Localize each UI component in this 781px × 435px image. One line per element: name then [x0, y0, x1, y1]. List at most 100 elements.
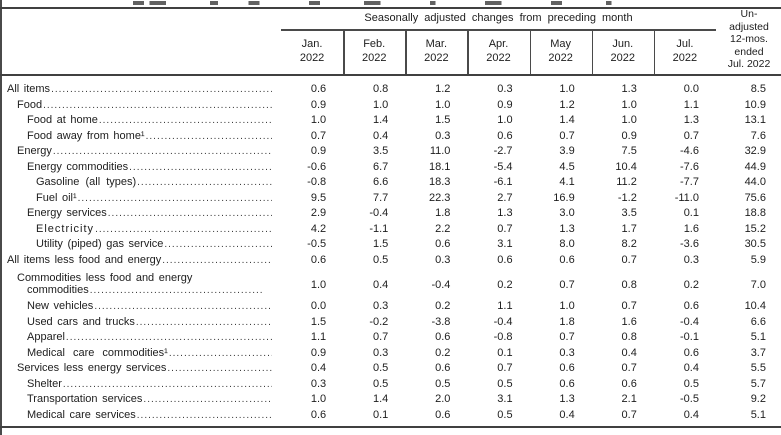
cell-month-value: 1.4 — [559, 114, 575, 126]
row-label: Apparel — [0, 330, 281, 346]
cell-month-value: 0.7 — [372, 331, 389, 343]
table-row: Energy commodities -0.6 6.7 18.1 -5.4 4.5 10.4… — [0, 160, 781, 176]
cell-month-value: 11.0 — [429, 145, 451, 157]
table-row: All items 0.6 0.8 1.2 0.3 1.0 1.3 0.0 8.5 — [0, 82, 781, 98]
cell-month-value: 0.5 — [372, 377, 389, 390]
table-row: Electricity 4.2 -1.1 2.2 0.7 1.3 1.7 1.6 15.2 — [0, 222, 781, 238]
cell-month-value: 2.9 — [310, 207, 327, 219]
row-label: Food away from home¹ — [0, 129, 281, 145]
cell-month-value: 6.7 — [372, 160, 389, 173]
row-label: All items — [0, 82, 281, 98]
table-row: Energy services 2.9 -0.4 1.8 1.3 3.0 3.5 0.1 18.… — [0, 206, 781, 222]
cell-month-value: 3.1 — [497, 238, 513, 250]
row-label-line-2: commodities — [0, 284, 272, 297]
dot-leader — [51, 82, 272, 98]
cell-month-value: 0.3 — [310, 377, 327, 390]
cell-month-value: 22.3 — [429, 191, 451, 204]
cell-month-value: -0.4 — [431, 279, 451, 291]
row-label: Commodities less food and energy commodit… — [0, 268, 281, 299]
cell-month-value: 0.6 — [559, 362, 575, 374]
row-label: All items less food and energy — [0, 253, 281, 269]
cell-unadjusted-value: 44.9 — [744, 160, 766, 173]
cell-month-value: 0.9 — [497, 98, 513, 111]
cell-month-value: 1.3 — [559, 222, 575, 235]
cell-month-value: 0.8 — [621, 331, 637, 343]
cell-month-value: 3.9 — [559, 145, 575, 157]
cell-month-value: 0.4 — [621, 346, 637, 359]
dot-leader — [136, 315, 272, 331]
cell-unadjusted-value: 5.7 — [750, 377, 766, 390]
cell-month-value: 3.1 — [497, 393, 513, 405]
cell-unadjusted-value: 7.6 — [750, 129, 766, 142]
row-label: Fuel oil¹ — [0, 191, 281, 207]
cell-month-value: 1.7 — [621, 222, 637, 235]
cell-month-value: 1.6 — [621, 315, 637, 328]
row-label: Services less energy services — [0, 361, 281, 377]
cell-month-value: 0.7 — [621, 362, 637, 374]
cell-month-value: 1.3 — [621, 83, 637, 95]
dot-leader — [143, 392, 272, 408]
cell-month-value: 0.5 — [372, 362, 389, 374]
cell-month-value: 1.0 — [310, 114, 327, 126]
cell-month-value: 0.7 — [683, 129, 699, 142]
table-row: Fuel oil¹ 9.5 7.7 22.3 2.7 16.9 -1.2 -11.0 75.6 — [0, 191, 781, 207]
cell-month-value: 1.0 — [559, 300, 575, 312]
cell-month-value: 0.2 — [683, 279, 699, 291]
cell-month-value: 0.8 — [372, 83, 389, 95]
cell-month-value: -1.1 — [369, 222, 389, 235]
cell-month-value: 0.6 — [435, 362, 451, 374]
row-label-line-1: Commodities less food and energy — [17, 272, 193, 284]
cell-month-value: -0.8 — [307, 176, 327, 188]
cell-unadjusted-value: 10.9 — [744, 98, 766, 111]
dot-leader — [43, 98, 272, 114]
cell-month-value: 1.0 — [310, 279, 327, 291]
row-label: Used cars and trucks — [0, 315, 281, 331]
cell-month-value: 0.4 — [683, 362, 699, 374]
month-column-separator — [405, 30, 407, 74]
dot-leader — [146, 129, 272, 145]
cell-month-value: 0.4 — [372, 129, 389, 142]
cell-month-value: 0.5 — [497, 377, 513, 390]
cell-month-value: 0.7 — [497, 222, 513, 235]
row-label: Energy services — [0, 206, 281, 222]
cell-month-value: 0.3 — [559, 346, 575, 359]
table-border-bottom — [0, 426, 781, 428]
cell-month-value: 0.6 — [310, 83, 327, 95]
cell-month-value: 0.3 — [435, 129, 451, 142]
cell-month-value: 10.4 — [615, 160, 637, 173]
cell-month-value: 0.6 — [435, 238, 451, 250]
row-label: Gasoline (all types) — [0, 175, 281, 191]
cell-month-value: 2.2 — [435, 222, 451, 235]
cell-month-value: 0.2 — [435, 346, 451, 359]
cell-month-value: 0.3 — [372, 346, 389, 359]
cell-unadjusted-value: 30.5 — [744, 238, 766, 250]
dot-leader — [63, 377, 272, 393]
month-column-separator — [529, 30, 532, 74]
cell-month-value: -0.1 — [680, 331, 699, 343]
column-header-month: Feb. 2022 — [361, 38, 387, 64]
dot-leader — [94, 299, 272, 315]
cell-month-value: 0.6 — [497, 253, 513, 266]
month-column-separator — [467, 30, 469, 74]
table-row: All items less food and energy 0.6 0.5 0.3 0… — [0, 253, 781, 269]
cell-month-value: 1.0 — [559, 83, 575, 95]
cell-unadjusted-value: 13.1 — [744, 114, 766, 126]
column-header-month: May 2022 — [548, 38, 573, 64]
cell-unadjusted-value: 5.9 — [750, 253, 766, 266]
cell-month-value: 1.0 — [621, 98, 637, 111]
cell-month-value: 0.7 — [559, 129, 575, 142]
cropped-title-fragment — [100, 1, 650, 5]
table-row: Food away from home¹ 0.7 0.4 0.3 0.6 0.7 0.9 0.… — [0, 129, 781, 145]
cell-month-value: -11.0 — [674, 191, 699, 204]
cell-month-value: -7.6 — [680, 160, 699, 173]
cell-unadjusted-value: 3.7 — [750, 346, 766, 359]
cell-month-value: -2.7 — [493, 145, 513, 157]
cell-unadjusted-value: 8.5 — [750, 83, 766, 95]
cell-month-value: 0.0 — [310, 300, 327, 312]
cell-month-value: 0.7 — [559, 279, 575, 291]
cell-month-value: 0.6 — [310, 253, 327, 266]
cell-month-value: 0.5 — [372, 253, 389, 266]
cell-month-value: 0.3 — [497, 83, 513, 95]
row-label: Shelter — [0, 377, 281, 393]
